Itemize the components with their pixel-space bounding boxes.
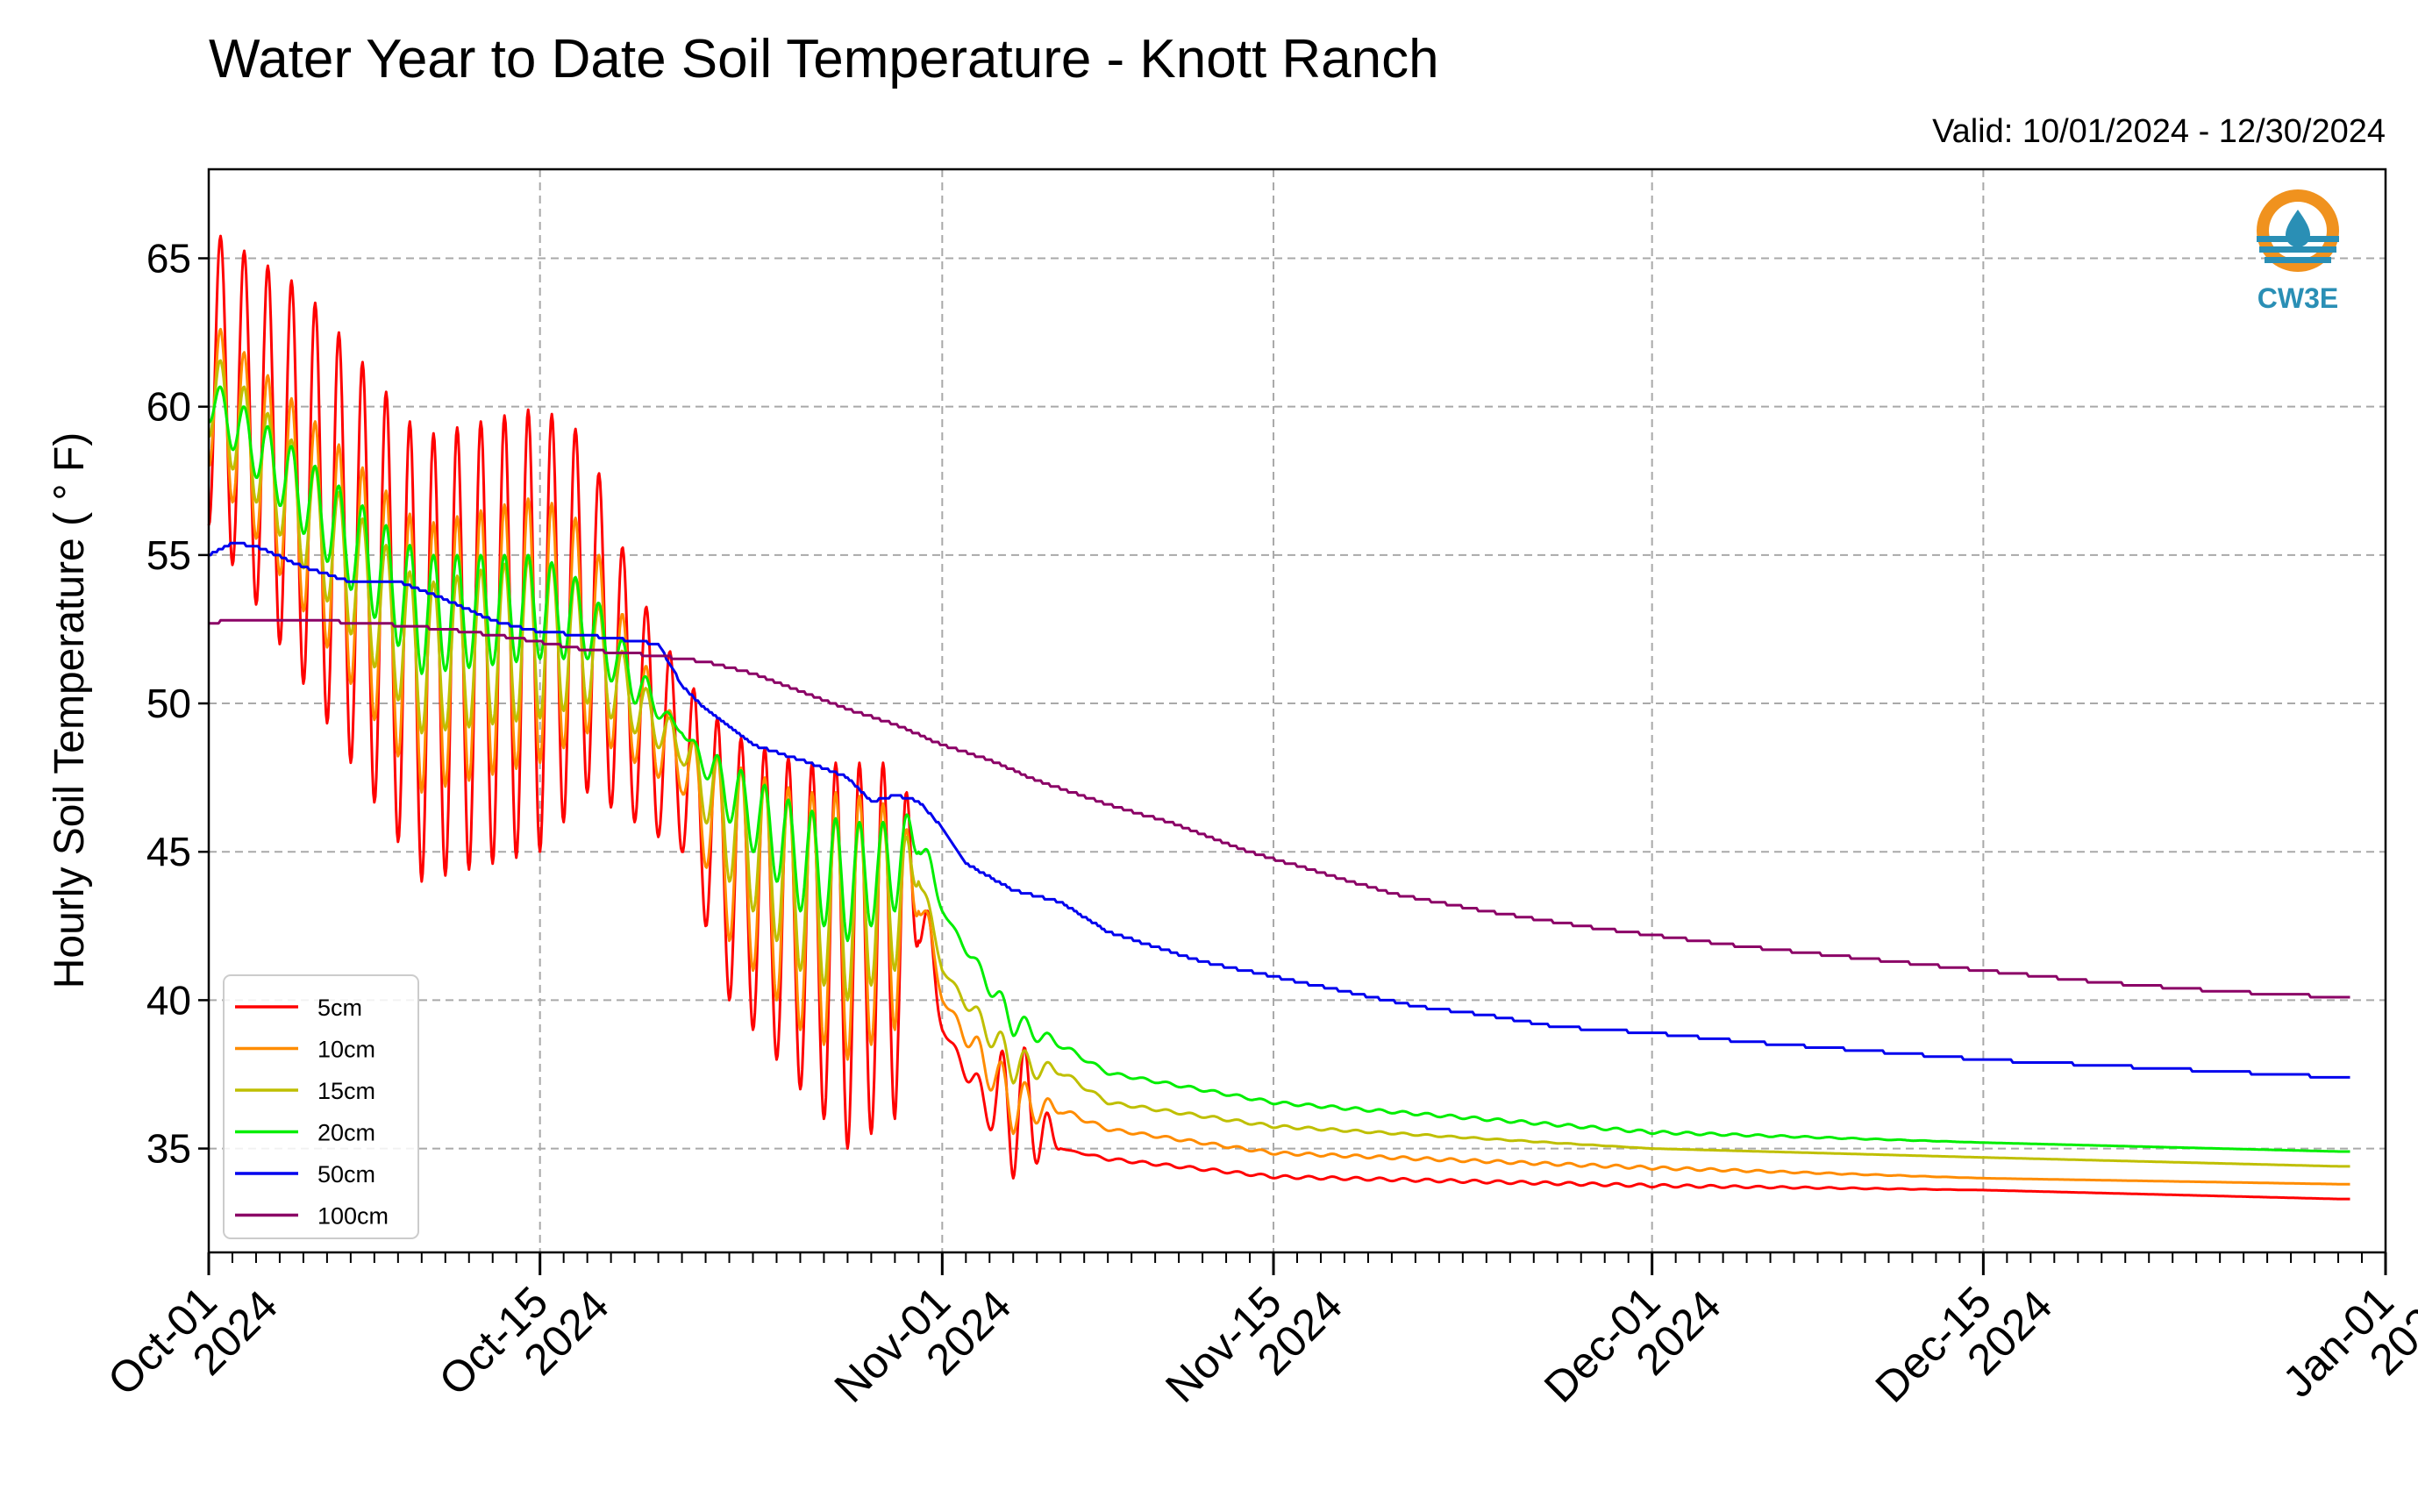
series-line-15cm <box>208 359 2350 1168</box>
logo-wave-icon-3 <box>2265 257 2331 263</box>
legend-label-10cm: 10cm <box>317 1037 375 1063</box>
legend-label-20cm: 20cm <box>317 1120 375 1146</box>
cw3e-logo: CW3E <box>2257 189 2339 314</box>
legend-label-5cm: 5cm <box>317 995 362 1021</box>
legend-label-100cm: 100cm <box>317 1203 389 1230</box>
logo-text: CW3E <box>2258 282 2338 314</box>
series-line-50cm <box>209 541 2350 1079</box>
series-line-5cm <box>207 234 2350 1201</box>
y-tick-label: 40 <box>146 977 191 1023</box>
x-tick-label: Nov-152024 <box>1156 1249 1352 1444</box>
series-line-10cm <box>207 327 2350 1186</box>
series-layer <box>207 234 2350 1201</box>
x-tick-label: Dec-152024 <box>1866 1249 2062 1444</box>
y-tick-label: 35 <box>146 1126 191 1172</box>
x-tick-label: Jan-012025 <box>2273 1249 2418 1439</box>
y-tick-label: 45 <box>146 829 191 874</box>
x-tick-label: Dec-012024 <box>1535 1249 1730 1444</box>
y-tick-label: 60 <box>146 384 191 430</box>
x-tick-label: Oct-012024 <box>98 1249 287 1437</box>
y-tick-label: 50 <box>146 681 191 726</box>
series-line-20cm <box>208 385 2350 1153</box>
x-tick-label: Oct-152024 <box>430 1249 618 1437</box>
y-tick-label: 55 <box>146 532 191 578</box>
legend-label-15cm: 15cm <box>317 1078 375 1104</box>
chart-title: Water Year to Date Soil Temperature - Kn… <box>209 29 1439 89</box>
legend-label-50cm: 50cm <box>317 1161 375 1187</box>
y-axis-label: Hourly Soil Temperature ( ° F) <box>46 432 93 989</box>
y-tick-label: 65 <box>146 236 191 282</box>
water-drop-icon <box>2286 210 2310 247</box>
x-tick-label: Nov-012024 <box>825 1249 1021 1444</box>
chart-subtitle: Valid: 10/01/2024 - 12/30/2024 <box>1932 113 2386 150</box>
logo-wave-icon-2 <box>2259 246 2336 253</box>
legend: 5cm 10cm 15cm 20cm 50cm 100cm <box>223 974 419 1239</box>
series-line-100cm <box>209 618 2350 999</box>
